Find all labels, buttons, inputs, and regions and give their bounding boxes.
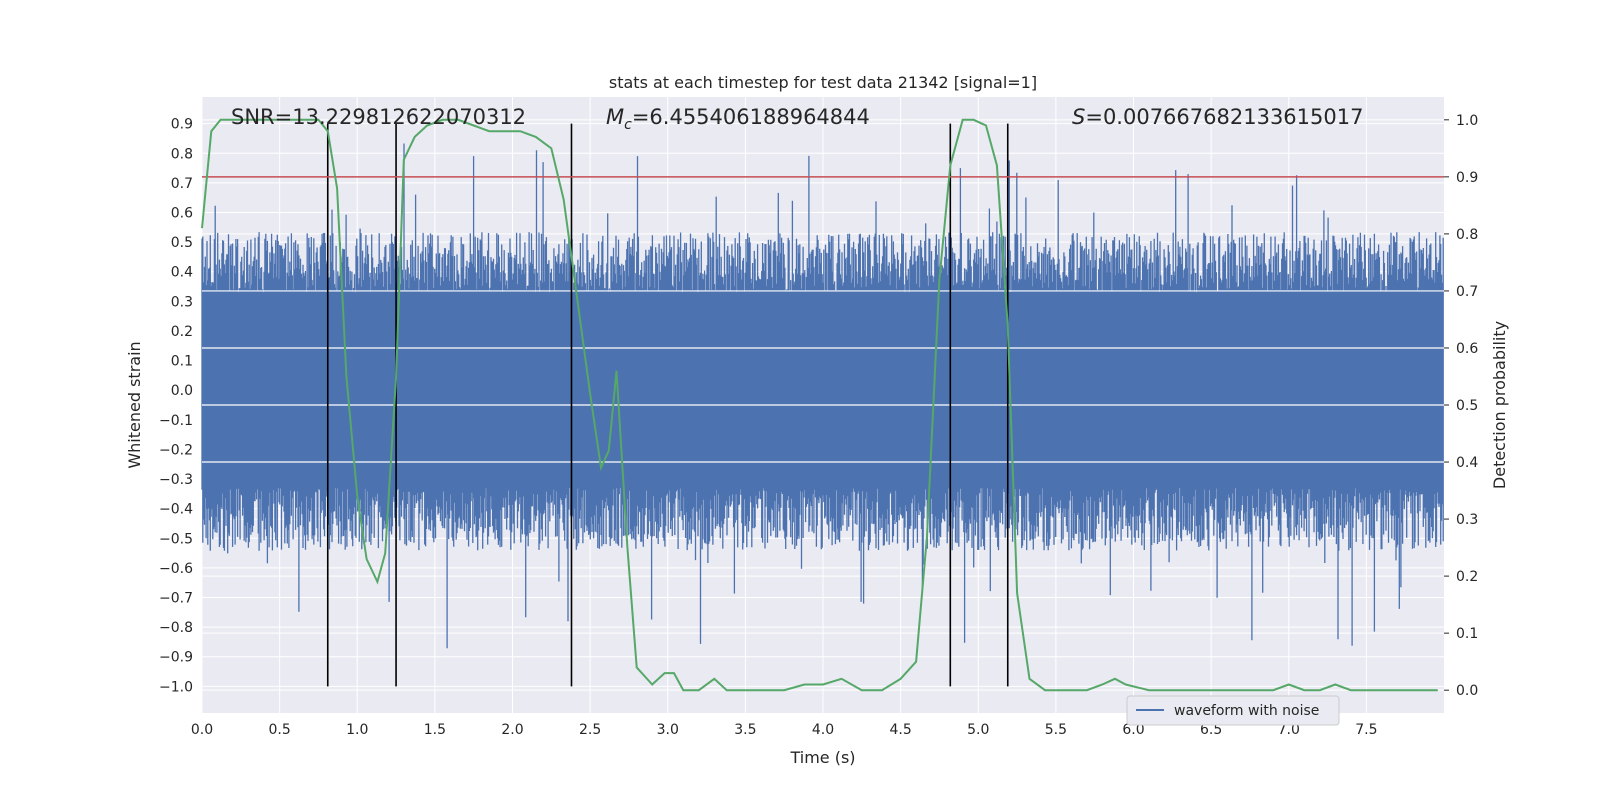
- y-left-tick-label: −0.1: [159, 413, 193, 429]
- x-axis-label: Time (s): [789, 748, 855, 767]
- y-right-tick-label: 0.3: [1456, 512, 1478, 528]
- y-right-tick-label: 0.6: [1456, 341, 1478, 357]
- y-left-tick-label: −0.6: [159, 561, 193, 577]
- x-tick-label: 5.5: [1045, 722, 1067, 738]
- y-left-tick-label: −0.8: [159, 620, 193, 636]
- y-right-axis-label: Detection probability: [1490, 321, 1509, 489]
- y-left-tick-label: 0.8: [171, 146, 193, 162]
- x-tick-label: 4.5: [889, 722, 911, 738]
- s-symbol: S: [1072, 105, 1085, 129]
- y-left-tick-labels: 0.9 0.8 0.7 0.6 0.5 0.4 0.3 0.2 0.1 0.0 −0.1 −0.2 −0…: [159, 117, 193, 696]
- y-left-tick-label: 0.9: [171, 117, 193, 133]
- x-tick-label: 6.5: [1200, 722, 1222, 738]
- y-left-tick-label: −0.5: [159, 531, 193, 547]
- y-left-tick-label: 0.0: [171, 383, 193, 399]
- y-right-tick-label: 0.8: [1456, 227, 1478, 243]
- y-left-axis-label: Whitened strain: [125, 341, 144, 468]
- y-left-tick-label: 0.6: [171, 206, 193, 222]
- x-tick-label: 3.5: [734, 722, 756, 738]
- y-right-tick-label: 0.7: [1456, 284, 1478, 300]
- y-right-tick-label: 0.2: [1456, 569, 1478, 585]
- s-value: =0.007667682133615017: [1085, 105, 1363, 129]
- y-left-tick-label: 0.4: [171, 265, 193, 281]
- waveform-series: [201, 143, 1444, 649]
- y-right-tick-label: 0.1: [1456, 626, 1478, 642]
- y-left-tick-label: 0.3: [171, 294, 193, 310]
- y-left-tick-label: −0.9: [159, 650, 193, 666]
- y-left-tick-label: −0.3: [159, 472, 193, 488]
- y-left-tick-label: −0.4: [159, 502, 193, 518]
- y-right-tick-label: 0.4: [1456, 455, 1478, 471]
- legend: waveform with noise: [1126, 695, 1340, 726]
- mc-subscript: c: [624, 117, 632, 133]
- waveform-core: [202, 292, 1440, 488]
- mc-symbol: M: [606, 105, 624, 129]
- y-left-tick-label: 0.2: [171, 324, 193, 340]
- x-tick-label: 7.0: [1278, 722, 1300, 738]
- x-tick-label: 2.0: [501, 722, 523, 738]
- y-left-tick-label: 0.7: [171, 176, 193, 192]
- snr-annotation: SNR=13.229812622070312: [231, 105, 526, 129]
- chirp-mass-annotation: Mc=6.455406188964844: [606, 105, 870, 133]
- y-right-tick-labels: 1.0 0.9 0.8 0.7 0.6 0.5 0.4 0.3 0.2 0.1 0.0: [1456, 113, 1478, 699]
- x-tick-label: 2.5: [579, 722, 601, 738]
- y-right-tick-label: 0.9: [1456, 170, 1478, 186]
- x-tick-label: 5.0: [967, 722, 989, 738]
- x-tick-label: 0.5: [268, 722, 290, 738]
- x-tick-label: 1.5: [424, 722, 446, 738]
- y-left-tick-label: 0.1: [171, 354, 193, 370]
- legend-box: [1126, 695, 1340, 726]
- y-right-tick-label: 0.0: [1456, 683, 1478, 699]
- y-left-tick-label: −0.7: [159, 591, 193, 607]
- mc-value: =6.455406188964844: [632, 105, 870, 129]
- x-tick-label: 4.0: [812, 722, 834, 738]
- legend-label: waveform with noise: [1174, 703, 1319, 719]
- y-left-tick-label: −1.0: [159, 679, 193, 695]
- probability-series: [201, 118, 1438, 692]
- x-tick-labels: 0.0 0.5 1.0 1.5 2.0 2.5 3.0 3.5 4.0 4.5 5.0 5.5 6.0 6…: [191, 722, 1378, 738]
- x-tick-label: 1.0: [346, 722, 368, 738]
- x-tick-label: 7.5: [1355, 722, 1377, 738]
- y-left-tick-label: −0.2: [159, 442, 193, 458]
- x-tick-label: 6.0: [1122, 722, 1144, 738]
- x-tick-label: 0.0: [191, 722, 213, 738]
- vertical-markers: [326, 123, 1009, 687]
- chart-title: stats at each timestep for test data 213…: [609, 73, 1037, 92]
- y-left-tick-label: 0.5: [171, 235, 193, 251]
- y-right-tick-label: 1.0: [1456, 113, 1478, 129]
- y-right-tick-label: 0.5: [1456, 398, 1478, 414]
- s-annotation: S=0.007667682133615017: [1072, 105, 1363, 129]
- x-tick-label: 3.0: [657, 722, 679, 738]
